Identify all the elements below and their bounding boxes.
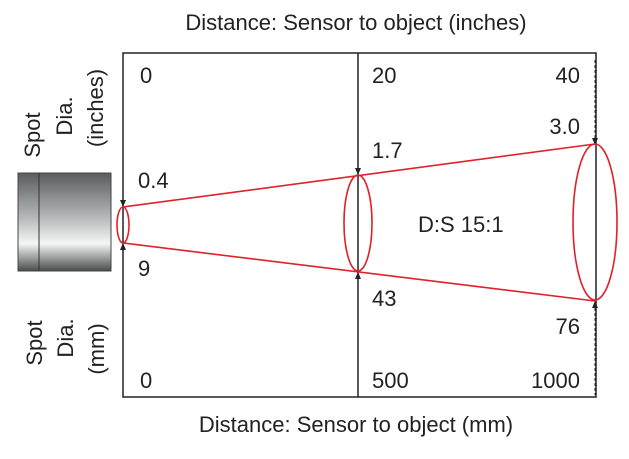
distance-mm-0: 0 [140,368,152,393]
left-bottom-label: Spot Dia. (mm) [22,318,109,374]
spot-mid [343,174,373,272]
distance-inches-40: 40 [556,63,580,88]
arrow-heads [120,138,598,308]
svg-text:Dia.: Dia. [52,96,77,135]
beam-cone [116,143,618,302]
spot-inches-far: 3.0 [549,114,580,139]
svg-text:Dia.: Dia. [53,318,78,357]
svg-text:Spot: Spot [22,320,47,365]
ratio-label: D:S 15:1 [418,212,504,237]
svg-text:(mm): (mm) [84,323,109,374]
top-axis-title: Distance: Sensor to object (inches) [185,10,526,35]
spot-mm-mid: 43 [372,286,396,311]
diagram-frame [122,52,597,398]
dashed-guides [122,60,596,395]
spot-far [572,143,618,301]
svg-text:(inches): (inches) [83,69,108,147]
spot-mm-near: 9 [138,256,150,281]
distance-mm-1000: 1000 [531,368,580,393]
svg-text:Spot: Spot [20,112,45,157]
spot-inches-mid: 1.7 [372,138,403,163]
bottom-axis-title: Distance: Sensor to object (mm) [199,412,513,437]
left-top-label: Spot Dia. (inches) [20,69,108,158]
spot-mm-far: 76 [556,314,580,339]
distance-inches-20: 20 [372,63,396,88]
distance-mm-500: 500 [372,368,409,393]
spot-inches-near: 0.4 [138,168,169,193]
spot-near [116,206,130,244]
distance-inches-0: 0 [140,63,152,88]
sensor-icon [17,172,112,272]
